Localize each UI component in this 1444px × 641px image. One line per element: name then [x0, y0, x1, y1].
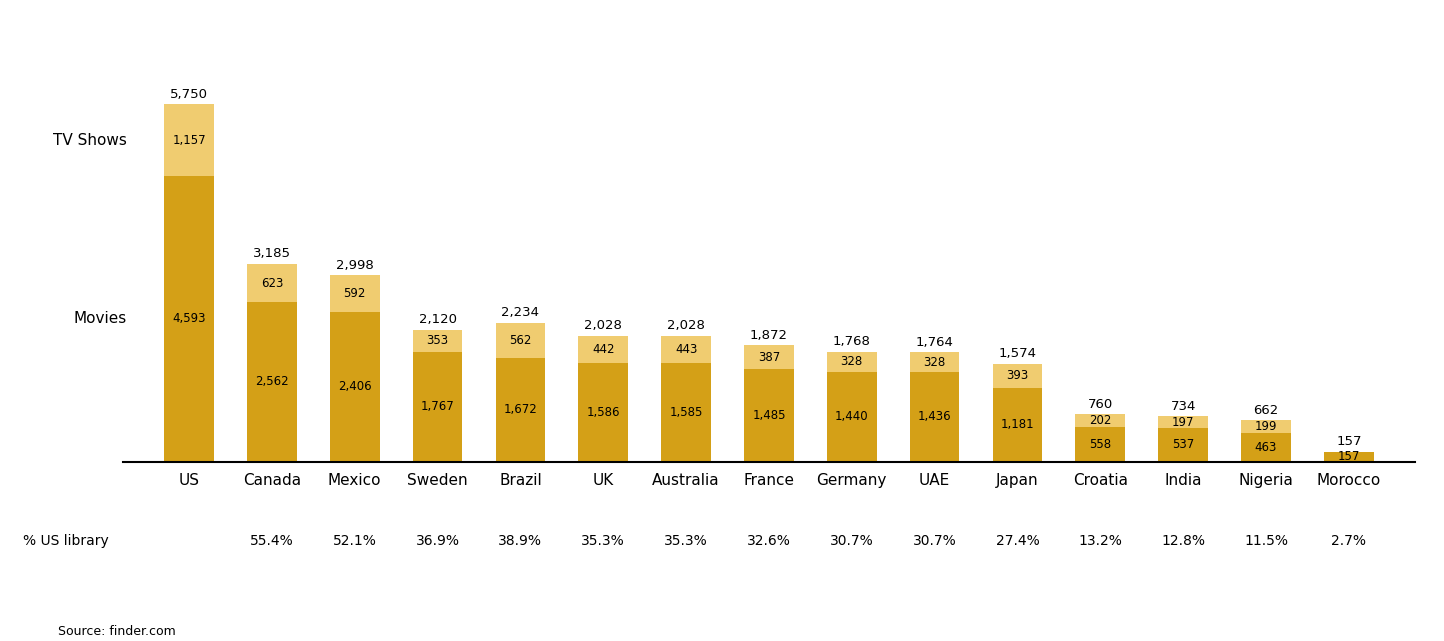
Text: 1,574: 1,574 — [998, 347, 1037, 360]
Text: 52.1%: 52.1% — [332, 534, 377, 548]
Text: 199: 199 — [1255, 420, 1278, 433]
Bar — [329, 312, 380, 462]
Text: 1,768: 1,768 — [833, 335, 871, 348]
Text: 2.7%: 2.7% — [1331, 534, 1366, 548]
Text: 36.9%: 36.9% — [416, 534, 459, 548]
Text: Movies: Movies — [74, 312, 127, 326]
Bar — [579, 363, 628, 462]
Text: 2,028: 2,028 — [667, 319, 705, 332]
Text: 1,485: 1,485 — [752, 409, 786, 422]
Bar — [827, 352, 877, 372]
Text: 393: 393 — [1006, 369, 1028, 383]
Text: 662: 662 — [1253, 404, 1278, 417]
Text: 562: 562 — [510, 334, 531, 347]
Bar — [329, 276, 380, 312]
Text: 32.6%: 32.6% — [747, 534, 791, 548]
Bar — [1076, 414, 1125, 427]
Text: 5,750: 5,750 — [170, 88, 208, 101]
Text: 1,440: 1,440 — [835, 410, 869, 423]
Bar — [1158, 428, 1209, 462]
Text: 1,764: 1,764 — [915, 336, 953, 349]
Text: 13.2%: 13.2% — [1079, 534, 1122, 548]
Bar — [495, 358, 546, 462]
Text: 760: 760 — [1087, 398, 1113, 411]
Text: 157: 157 — [1337, 450, 1360, 463]
Bar — [827, 372, 877, 462]
Text: 55.4%: 55.4% — [250, 534, 293, 548]
Bar — [992, 364, 1043, 388]
Bar — [165, 104, 214, 176]
Text: 30.7%: 30.7% — [830, 534, 874, 548]
Text: 443: 443 — [674, 343, 697, 356]
Text: 27.4%: 27.4% — [995, 534, 1040, 548]
Bar — [495, 323, 546, 358]
Text: % US library: % US library — [23, 534, 108, 548]
Text: 2,406: 2,406 — [338, 380, 371, 394]
Bar — [1242, 420, 1291, 433]
Text: 35.3%: 35.3% — [664, 534, 708, 548]
Text: 734: 734 — [1171, 399, 1196, 413]
Bar — [1242, 433, 1291, 462]
Text: 1,672: 1,672 — [504, 403, 537, 416]
Text: 11.5%: 11.5% — [1243, 534, 1288, 548]
Text: 1,157: 1,157 — [172, 134, 206, 147]
Text: 35.3%: 35.3% — [582, 534, 625, 548]
Text: 328: 328 — [924, 356, 946, 369]
Bar — [413, 352, 462, 462]
Text: 1,181: 1,181 — [1001, 419, 1034, 431]
Bar — [744, 369, 794, 462]
Bar — [910, 352, 959, 372]
Text: 463: 463 — [1255, 440, 1276, 454]
Text: 328: 328 — [840, 355, 864, 369]
Text: 387: 387 — [758, 351, 780, 364]
Text: 592: 592 — [344, 287, 365, 300]
Text: 12.8%: 12.8% — [1161, 534, 1206, 548]
Text: 2,234: 2,234 — [501, 306, 540, 319]
Bar — [744, 345, 794, 369]
Text: 38.9%: 38.9% — [498, 534, 543, 548]
Bar — [910, 372, 959, 462]
Text: 1,585: 1,585 — [670, 406, 703, 419]
Text: 558: 558 — [1089, 438, 1112, 451]
Bar — [247, 303, 296, 462]
Text: 157: 157 — [1336, 435, 1362, 448]
Bar — [661, 336, 710, 363]
Text: 442: 442 — [592, 343, 615, 356]
Text: 197: 197 — [1173, 415, 1194, 429]
Bar — [1324, 452, 1373, 462]
Text: 2,120: 2,120 — [419, 313, 456, 326]
Text: 2,562: 2,562 — [256, 376, 289, 388]
Text: 4,593: 4,593 — [172, 312, 205, 326]
Bar — [1076, 427, 1125, 462]
Text: 1,872: 1,872 — [749, 329, 788, 342]
Text: 1,767: 1,767 — [420, 400, 455, 413]
Text: Source: finder.com: Source: finder.com — [58, 624, 176, 638]
Bar — [1158, 416, 1209, 428]
Bar — [661, 363, 710, 462]
Text: 537: 537 — [1173, 438, 1194, 451]
Text: 202: 202 — [1089, 414, 1112, 427]
Bar — [247, 263, 296, 303]
Text: 1,436: 1,436 — [918, 410, 952, 424]
Bar — [165, 176, 214, 462]
Text: 3,185: 3,185 — [253, 247, 290, 260]
Text: 1,586: 1,586 — [586, 406, 619, 419]
Bar — [992, 388, 1043, 462]
Bar — [579, 336, 628, 363]
Text: TV Shows: TV Shows — [53, 133, 127, 148]
Text: 623: 623 — [261, 276, 283, 290]
Text: 30.7%: 30.7% — [913, 534, 956, 548]
Text: 353: 353 — [426, 335, 449, 347]
Text: 2,998: 2,998 — [336, 259, 374, 272]
Text: 2,028: 2,028 — [585, 319, 622, 332]
Bar — [413, 330, 462, 352]
